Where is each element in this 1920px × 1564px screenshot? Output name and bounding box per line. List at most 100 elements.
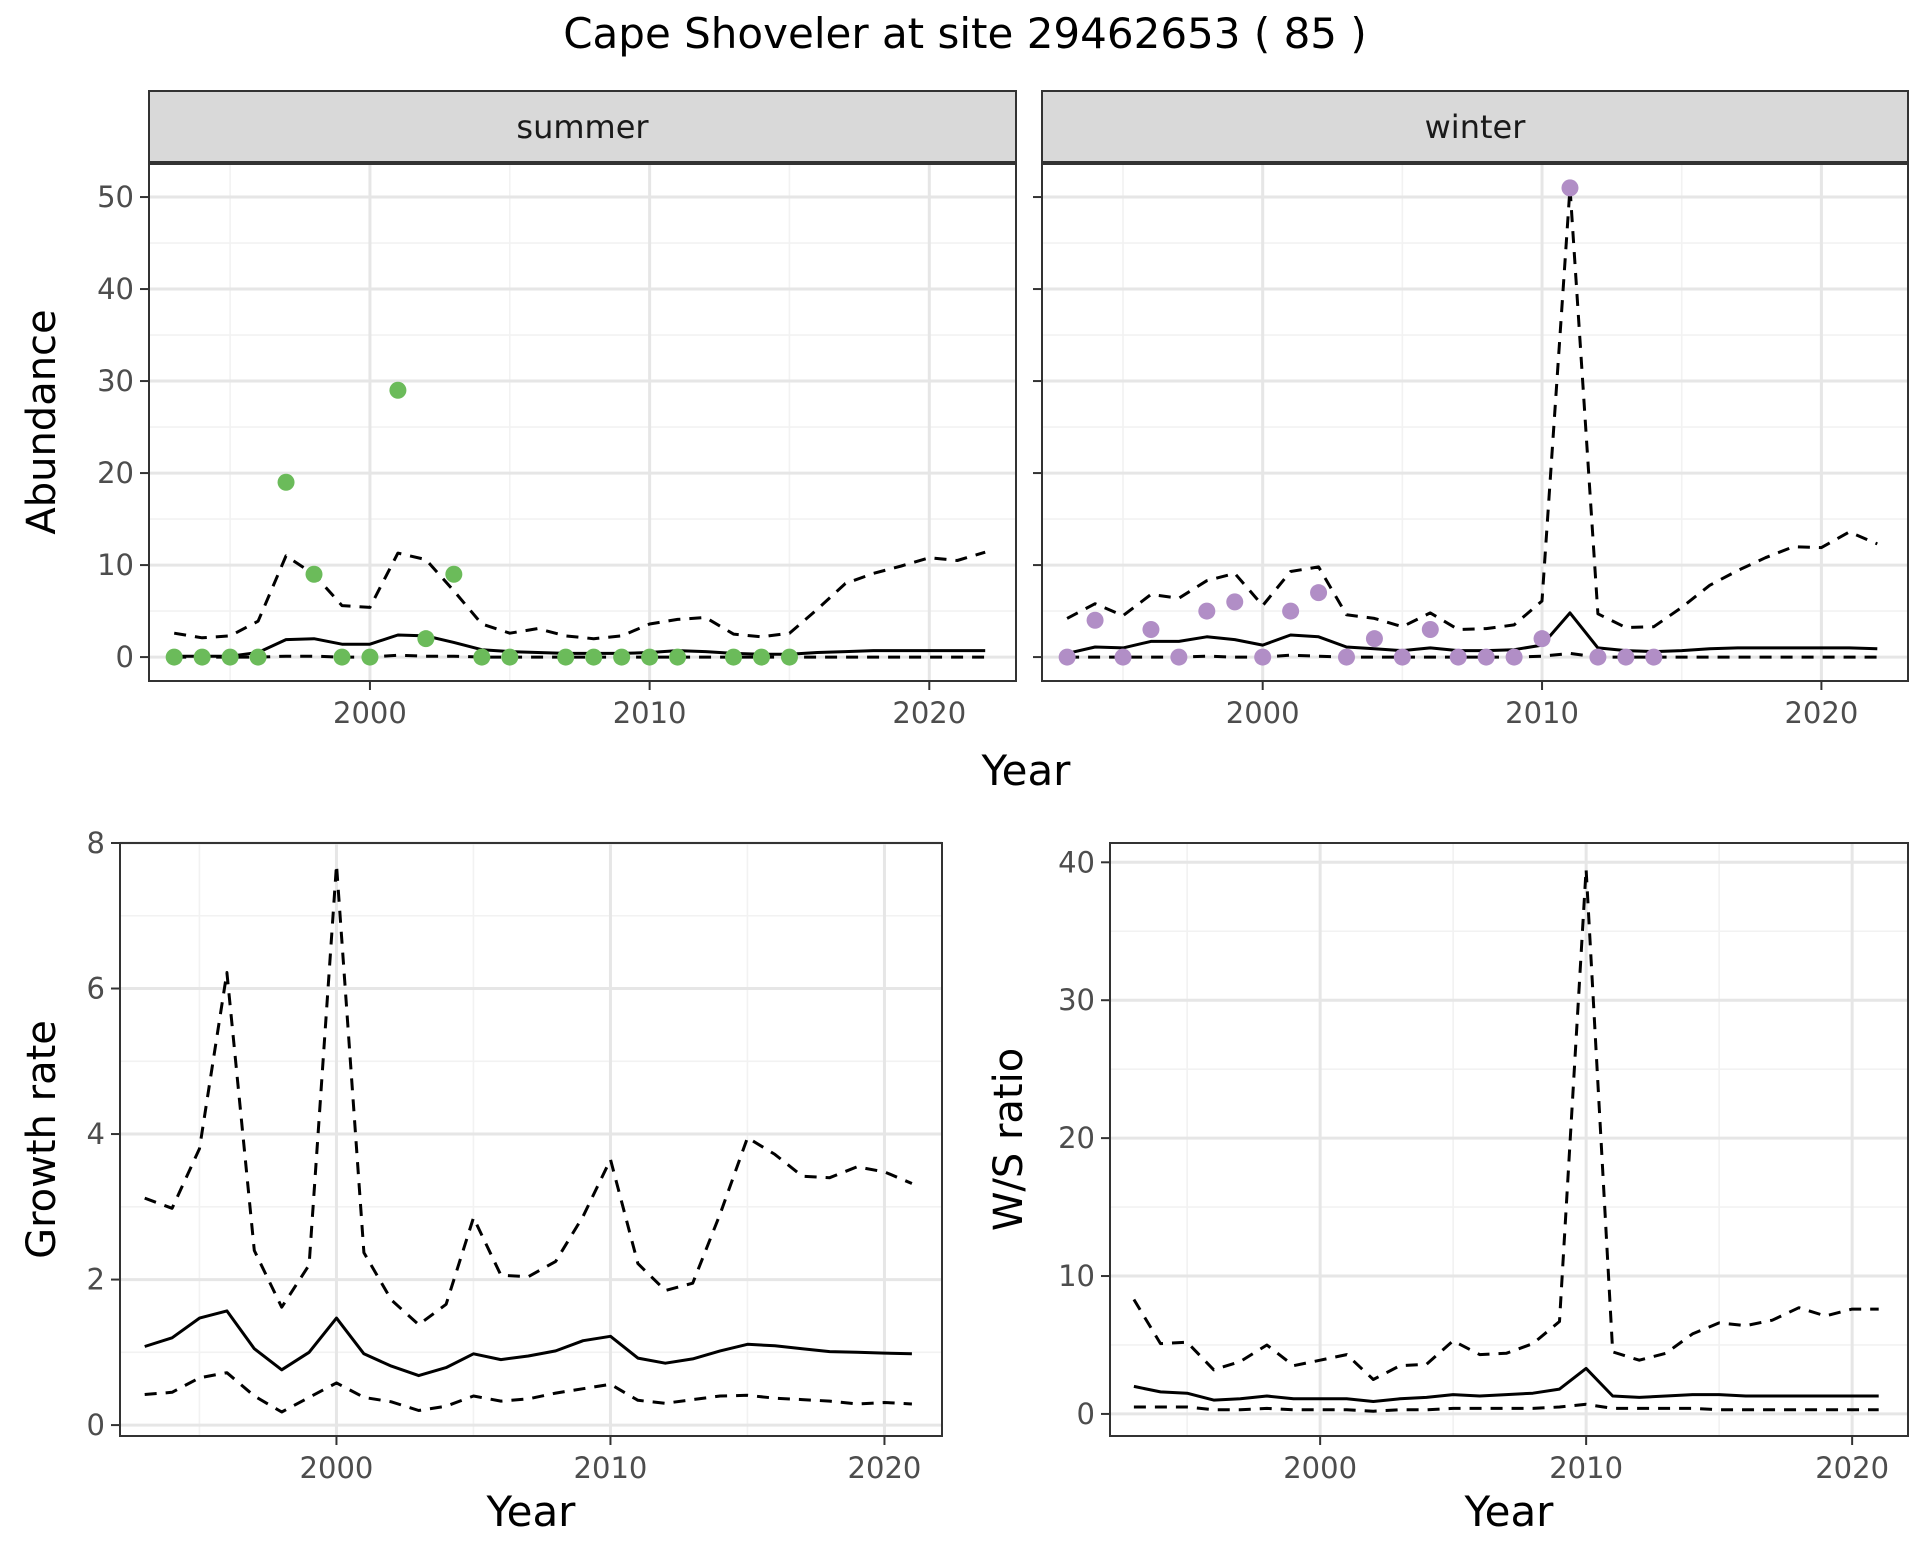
y-tick-label: 40 <box>1058 845 1095 879</box>
data-point <box>165 648 183 666</box>
x-tick-label: 2000 <box>300 1451 374 1485</box>
x-tick-label: 2010 <box>613 696 687 730</box>
data-point <box>1142 620 1160 638</box>
y-tick-label: 10 <box>97 548 134 582</box>
x-tick-label: 2020 <box>1815 1451 1889 1485</box>
data-point <box>1505 648 1523 666</box>
data-point <box>1310 584 1328 602</box>
data-point <box>1617 648 1635 666</box>
data-point <box>1058 648 1076 666</box>
data-point <box>613 648 631 666</box>
x-tick-label: 2010 <box>1549 1451 1623 1485</box>
data-point <box>1645 648 1663 666</box>
y-tick-label: 40 <box>97 272 134 306</box>
data-point <box>641 648 659 666</box>
y-axis-title: W/S ratio <box>986 1048 1032 1231</box>
x-tick-label: 2020 <box>892 696 966 730</box>
data-point <box>473 648 491 666</box>
y-tick-label: 0 <box>1077 1397 1095 1431</box>
x-tick-label: 2000 <box>1226 696 1300 730</box>
data-point <box>669 648 687 666</box>
y-tick-label: 20 <box>97 456 134 490</box>
panel-border <box>1109 842 1909 1437</box>
data-point <box>389 381 407 399</box>
data-point <box>1198 602 1216 620</box>
data-point <box>1393 648 1411 666</box>
y-tick-label: 20 <box>1058 1121 1095 1155</box>
x-tick-label: 2000 <box>333 696 407 730</box>
data-point <box>585 648 603 666</box>
data-point <box>1254 648 1272 666</box>
y-tick-label: 6 <box>87 972 105 1006</box>
facet-strip-label: summer <box>516 108 649 146</box>
x-tick-label: 2020 <box>1784 696 1858 730</box>
y-tick-label: 30 <box>97 364 134 398</box>
data-point <box>557 648 575 666</box>
y-axis-title: Growth rate <box>19 1020 65 1259</box>
data-point <box>1282 602 1300 620</box>
panel-border <box>119 842 943 1437</box>
data-point <box>1170 648 1188 666</box>
x-tick-label: 2000 <box>1283 1451 1357 1485</box>
data-point <box>1365 630 1383 648</box>
y-tick-label: 0 <box>116 640 134 674</box>
data-point <box>1589 648 1607 666</box>
x-tick-label: 2010 <box>574 1451 648 1485</box>
growth-panel: 2000 2010 2020 0 2 4 6 8 Growth rate Year <box>19 826 943 1536</box>
data-point <box>1421 620 1439 638</box>
plot-background <box>1042 163 1908 681</box>
interval-line <box>1066 186 1878 631</box>
data-point <box>1337 648 1355 666</box>
data-point <box>752 648 770 666</box>
x-axis-title: Year <box>1464 1487 1555 1536</box>
data-point <box>445 565 463 583</box>
data-point <box>277 473 295 491</box>
interval-line <box>1067 651 1878 659</box>
figure-title: Cape Shoveler at site 29462653 ( 85 ) <box>563 9 1367 58</box>
data-point <box>249 648 267 666</box>
interval-line <box>1132 867 1879 1381</box>
y-tick-label: 4 <box>87 1117 105 1151</box>
data-point <box>1086 611 1104 629</box>
x-axis-title: Year <box>486 1487 577 1536</box>
y-tick-label: 10 <box>1058 1259 1095 1293</box>
y-tick-label: 50 <box>97 180 134 214</box>
data-point <box>1226 593 1244 611</box>
interval-line <box>144 1371 912 1414</box>
plot-background <box>149 163 1016 681</box>
data-point <box>305 565 323 583</box>
ratio-panel: 2000 2010 2020 0 10 20 30 40 W/S ratio Year <box>986 842 1909 1536</box>
data-point <box>1114 648 1132 666</box>
y-axis-title: Abundance <box>19 309 65 534</box>
estimate-line <box>1066 611 1878 655</box>
y-tick-label: 30 <box>1058 983 1095 1017</box>
data-point <box>333 648 351 666</box>
data-point <box>1561 179 1579 197</box>
winter-panel: winter 2000 2010 2020 <box>1033 90 1909 730</box>
x-tick-label: 2020 <box>848 1451 922 1485</box>
estimate-line <box>174 633 986 658</box>
data-point <box>417 630 435 648</box>
data-point <box>725 648 743 666</box>
data-point <box>1533 630 1551 648</box>
data-point <box>780 648 798 666</box>
estimate-line <box>1133 1366 1879 1403</box>
data-point <box>221 648 239 666</box>
interval-line <box>174 653 986 659</box>
estimate-line <box>144 1309 912 1378</box>
summer-panel: summer 2000 2010 2020 0 10 20 30 40 50 Abundance <box>19 90 1017 730</box>
x-tick-label: 2010 <box>1505 696 1579 730</box>
data-point <box>193 648 211 666</box>
plot-background <box>120 843 942 1436</box>
data-point <box>361 648 379 666</box>
y-tick-label: 8 <box>87 826 105 860</box>
facet-strip-label: winter <box>1425 108 1527 146</box>
y-tick-label: 0 <box>87 1408 105 1442</box>
shared-x-axis-label: Year <box>981 746 1072 795</box>
data-point <box>1477 648 1495 666</box>
data-point <box>501 648 519 666</box>
y-tick-label: 2 <box>87 1263 105 1297</box>
data-point <box>1449 648 1467 666</box>
